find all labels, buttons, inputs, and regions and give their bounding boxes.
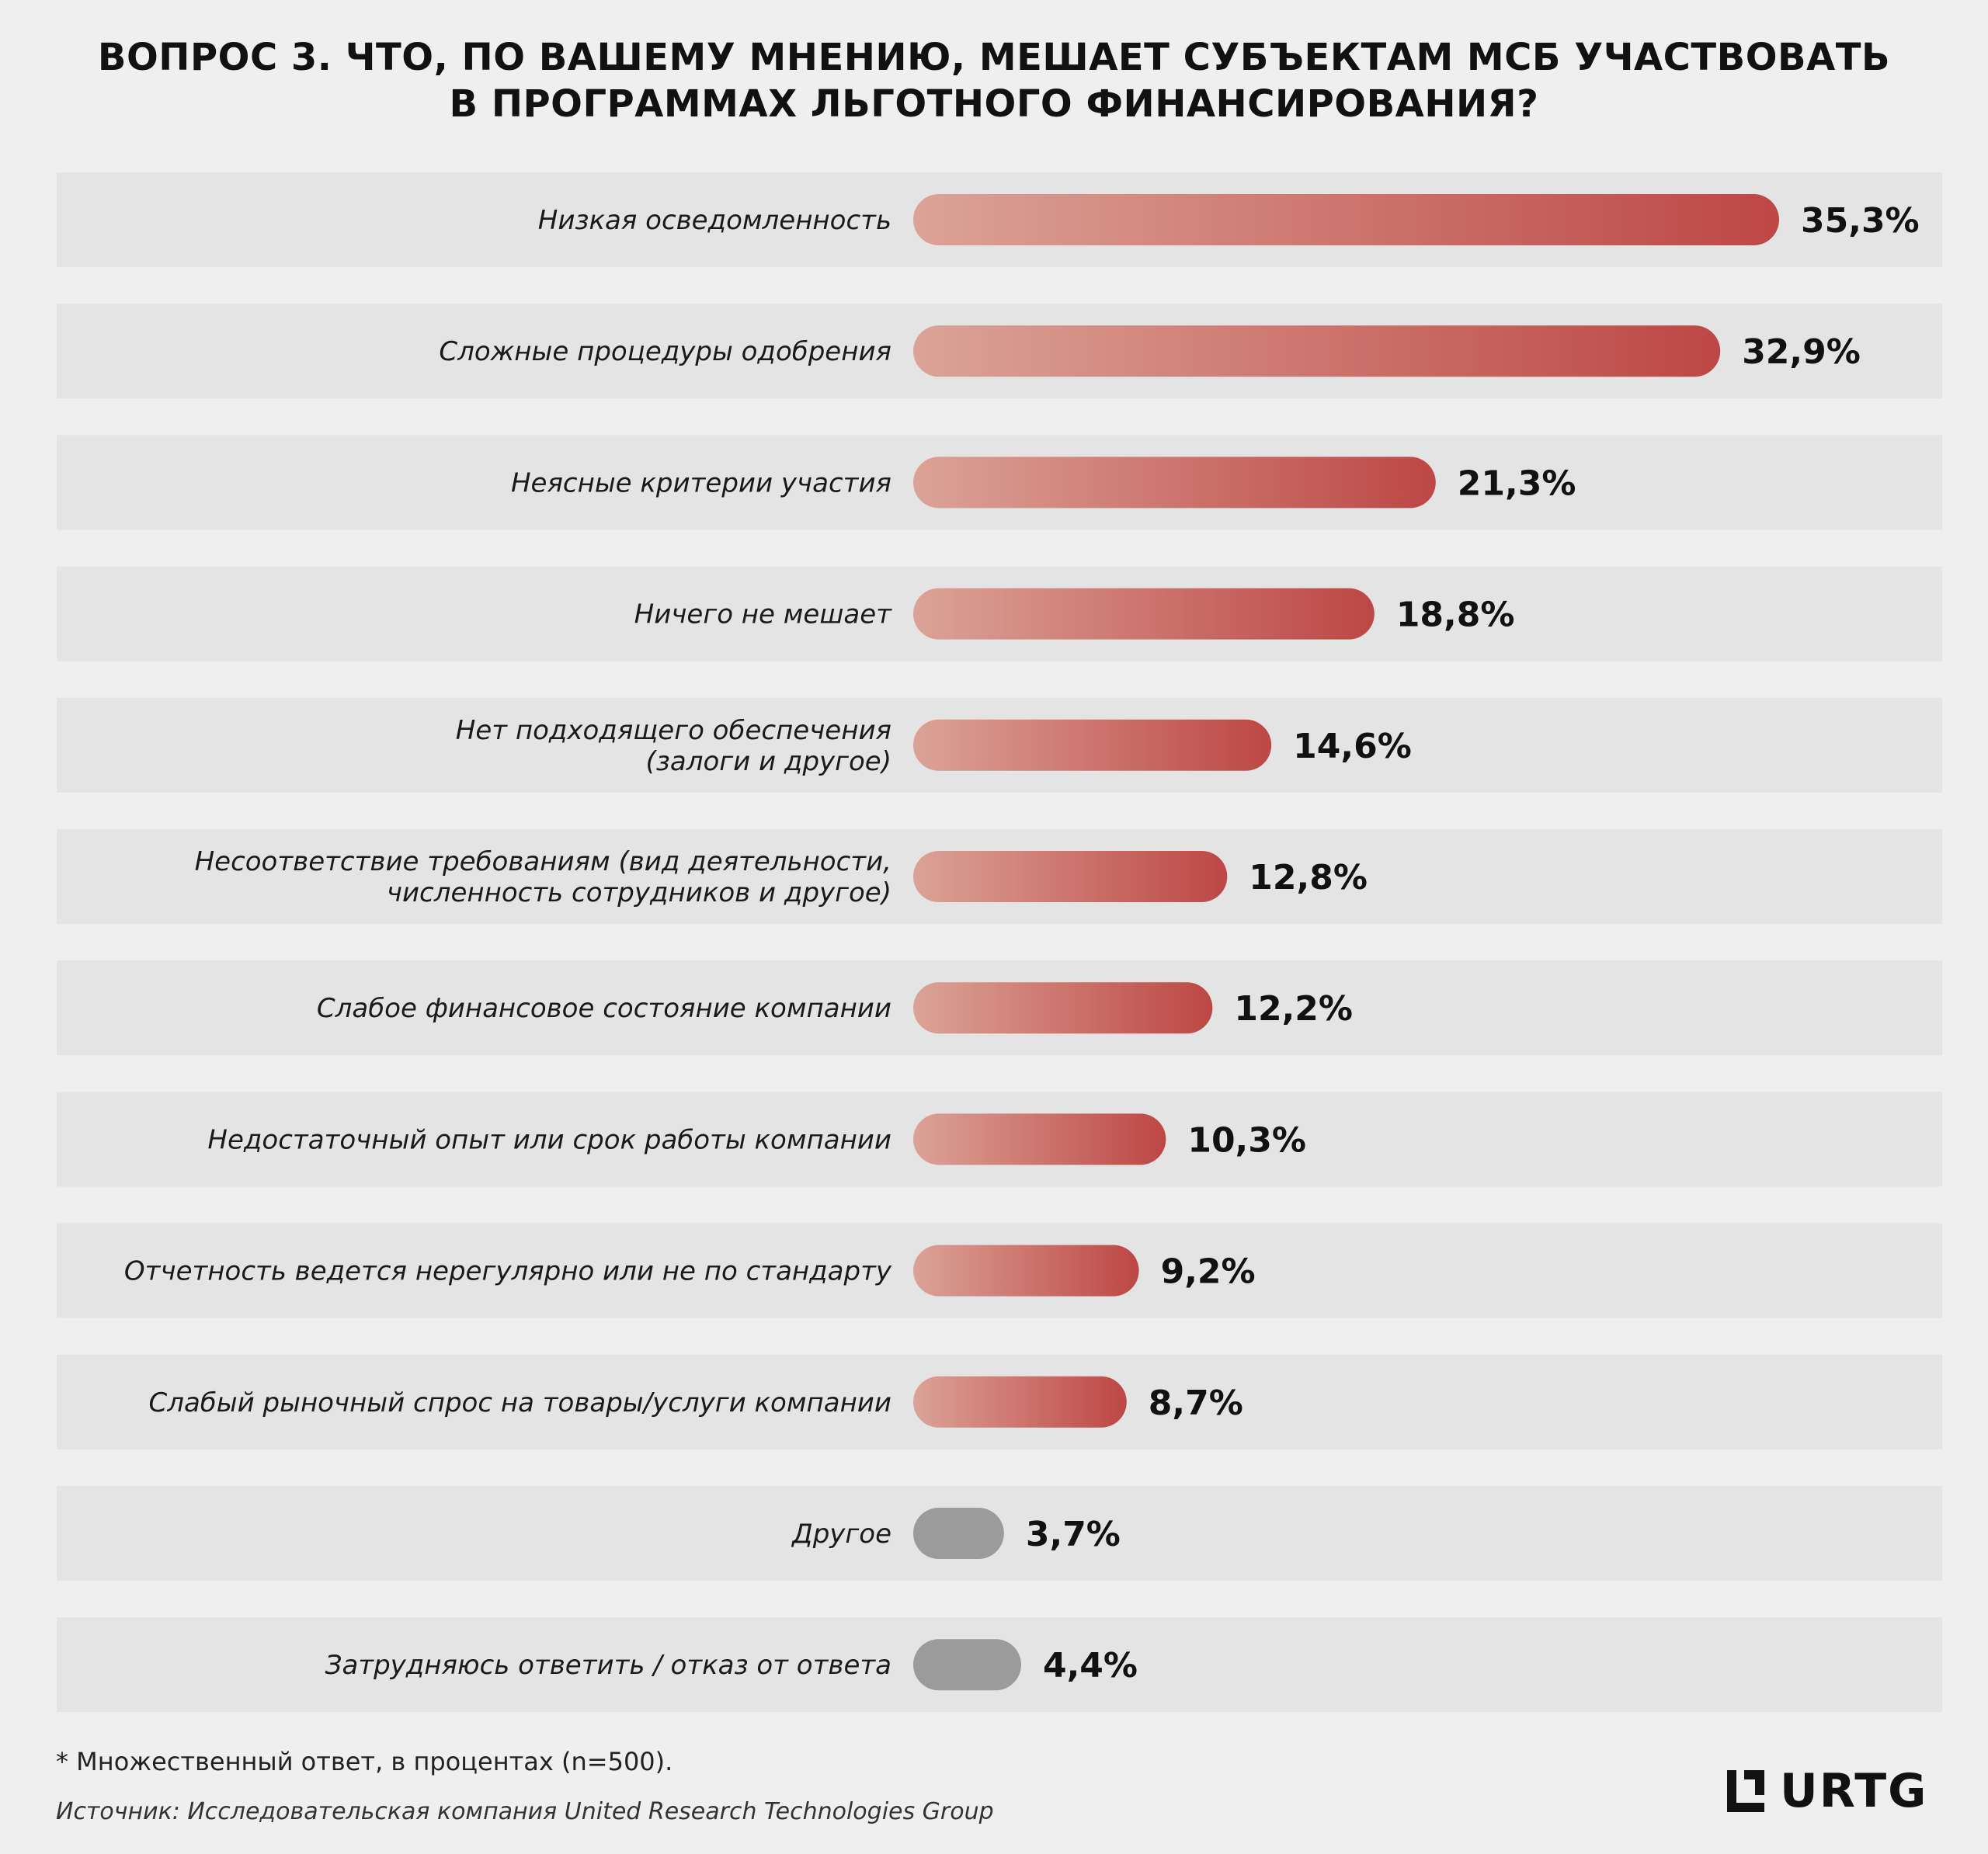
category-label-line: Ничего не мешает	[634, 599, 893, 630]
value-label: 12,8%	[1249, 858, 1368, 897]
category-label: Сложные процедуры одобрения	[439, 336, 891, 367]
category-label: Неясные критерии участия	[511, 467, 891, 498]
category-label-line: Другое	[791, 1519, 891, 1550]
category-label: Недостаточный опыт или срок работы компа…	[207, 1124, 891, 1155]
chart-row: Отчетность ведется нерегулярно или не по…	[57, 1223, 1942, 1318]
chart-row: Ничего не мешает 18,8%	[57, 566, 1942, 661]
value-label: 10,3%	[1187, 1120, 1306, 1160]
category-label-line: Слабый рыночный спрос на товары/услуги к…	[149, 1387, 892, 1418]
category-label-line: Нет подходящего обеспечения	[456, 715, 891, 746]
value-label: 4,4%	[1043, 1646, 1138, 1686]
bar	[913, 325, 1721, 377]
bar	[913, 851, 1228, 902]
chart-row: Недостаточный опыт или срок работы компа…	[57, 1092, 1942, 1187]
chart-row: Несоответствие требованиям (вид деятельн…	[57, 829, 1942, 924]
logo-text: URTG	[1780, 1764, 1928, 1818]
bar	[913, 194, 1779, 245]
category-label: Слабое финансовое состояние компании	[317, 993, 891, 1024]
category-label: Отчетность ведется нерегулярно или не по…	[124, 1256, 892, 1287]
value-label: 12,2%	[1234, 989, 1353, 1029]
value-label: 8,7%	[1149, 1384, 1243, 1423]
chart-row: Неясные критерии участия 21,3%	[57, 435, 1942, 530]
chart-row: Низкая осведомленность 35,3%	[57, 172, 1942, 267]
category-label: Несоответствие требованиям (вид деятельн…	[195, 846, 891, 908]
chart-title-line-2: В ПРОГРАММАХ ЛЬГОТНОГО ФИНАНСИРОВАНИЯ?	[449, 82, 1539, 126]
category-label: Низкая осведомленность	[538, 205, 891, 236]
bar	[913, 1376, 1127, 1428]
value-label: 3,7%	[1026, 1515, 1121, 1554]
value-label: 35,3%	[1801, 201, 1920, 241]
category-label-line: Недостаточный опыт или срок работы компа…	[207, 1124, 891, 1155]
chart-title-line-1: ВОПРОС 3. ЧТО, ПО ВАШЕМУ МНЕНИЮ, МЕШАЕТ …	[97, 36, 1891, 79]
bar	[913, 719, 1272, 771]
chart-row: Нет подходящего обеспечения (залоги и дру…	[57, 697, 1942, 793]
category-label-line: Слабое финансовое состояние компании	[317, 993, 891, 1024]
urtg-logo: URTG	[1726, 1767, 1927, 1815]
value-label: 32,9%	[1742, 332, 1861, 372]
bar	[913, 1245, 1139, 1297]
category-label-line: Затрудняюсь ответить / отказ от ответа	[325, 1650, 891, 1681]
value-label: 9,2%	[1161, 1252, 1256, 1292]
urtg-logo-icon	[1727, 1770, 1764, 1812]
category-label: Ничего не мешает	[634, 599, 893, 630]
bar	[913, 1639, 1021, 1691]
category-label-line: Сложные процедуры одобрения	[439, 336, 891, 367]
value-label: 14,6%	[1293, 727, 1412, 766]
bar	[913, 982, 1213, 1034]
bar	[913, 1508, 1004, 1559]
chart-row: Другое 3,7%	[57, 1486, 1942, 1581]
chart-row: Затрудняюсь ответить / отказ от ответа 4,…	[57, 1617, 1942, 1713]
category-label-line: (залоги и другое)	[646, 746, 891, 777]
chart-row: Слабое финансовое состояние компании 12,2…	[57, 960, 1942, 1056]
value-label: 21,3%	[1458, 464, 1576, 503]
bar	[913, 457, 1436, 509]
source-note: Источник: Исследовательская компания Uni…	[56, 1798, 994, 1825]
category-label-line: численность сотрудников и другое)	[387, 877, 891, 908]
category-label-line: Отчетность ведется нерегулярно или не по…	[124, 1256, 892, 1287]
category-label: Нет подходящего обеспечения (залоги и дру…	[456, 715, 891, 777]
chart-row: Слабый рыночный спрос на товары/услуги к…	[57, 1354, 1942, 1450]
chart-title: ВОПРОС 3. ЧТО, ПО ВАШЕМУ МНЕНИЮ, МЕШАЕТ …	[0, 34, 1988, 127]
footnote: * Множественный ответ, в процентах (n=50…	[56, 1747, 673, 1776]
category-label-line: Неясные критерии участия	[511, 467, 891, 498]
category-label-line: Низкая осведомленность	[538, 205, 891, 236]
category-label-line: Несоответствие требованиям (вид деятельн…	[195, 846, 891, 877]
category-label: Другое	[791, 1519, 891, 1550]
value-label: 18,8%	[1396, 595, 1515, 635]
category-label: Затрудняюсь ответить / отказ от ответа	[325, 1650, 891, 1681]
category-label: Слабый рыночный спрос на товары/услуги к…	[149, 1387, 892, 1418]
bar	[913, 588, 1375, 640]
bar	[913, 1113, 1166, 1165]
chart-row: Сложные процедуры одобрения 32,9%	[57, 304, 1942, 399]
